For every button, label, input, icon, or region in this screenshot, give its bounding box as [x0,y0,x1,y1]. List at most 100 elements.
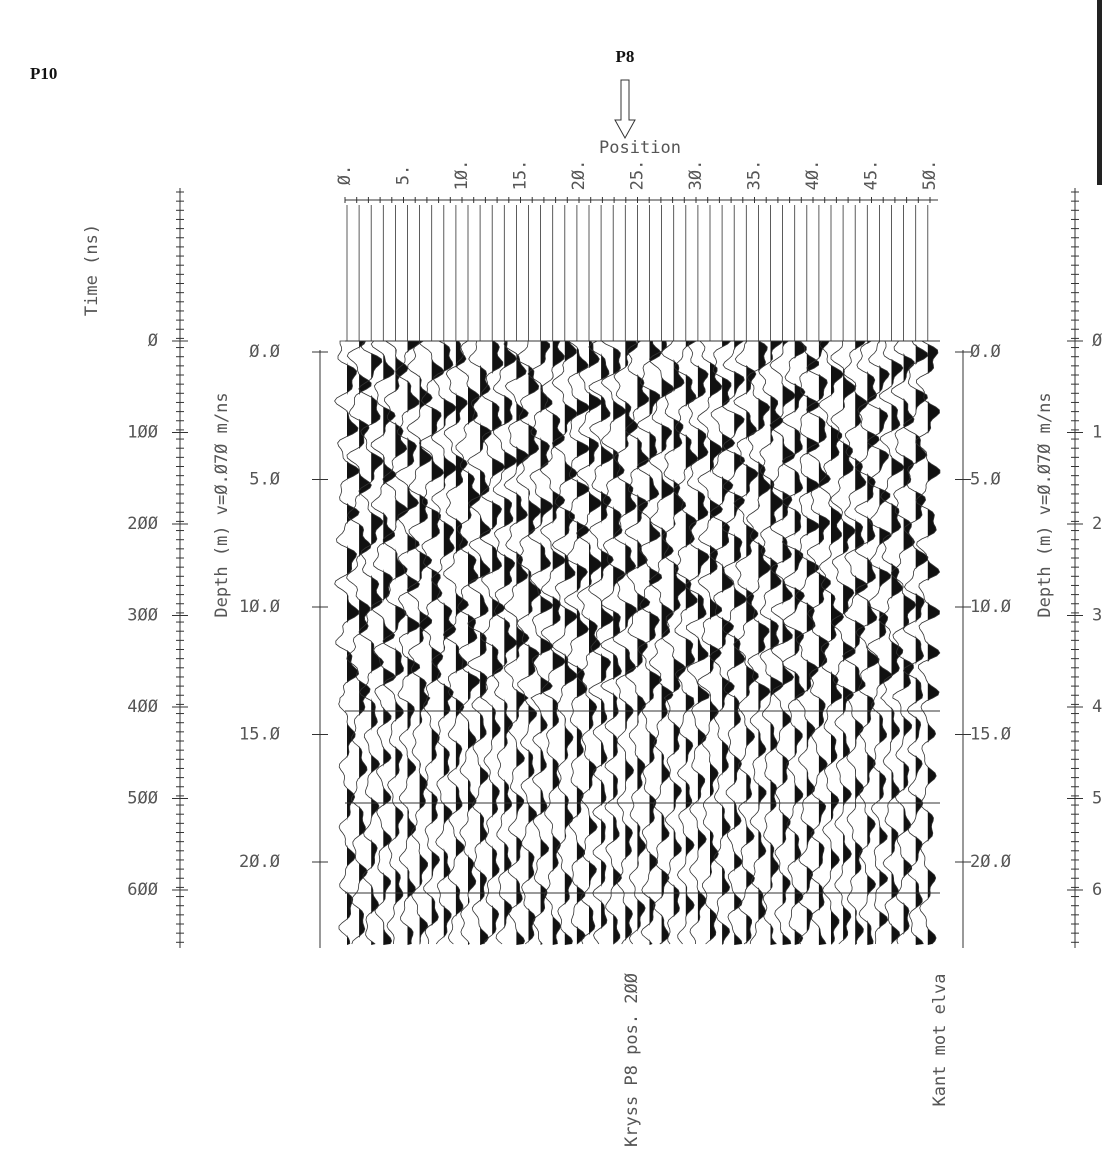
trace [697,205,723,945]
trace-fill [891,341,904,945]
trace [636,205,663,945]
trace-fill [903,341,916,945]
trace [758,205,784,945]
trace [418,205,445,945]
y-tick-label: 5ØØ [127,789,158,809]
y-tick-label: Ø.Ø [970,342,1001,362]
trace-fill [395,341,408,945]
trace [588,205,614,945]
trace-fill [927,341,940,945]
trace [818,205,845,945]
trace [842,205,868,944]
trace [878,205,905,945]
x-tick-label: 5Ø. [920,160,940,191]
trace [915,205,941,945]
trace-fill [879,341,892,945]
y-tick-label: 3ØØ [127,606,158,626]
top-axis-title: Position [599,138,681,158]
x-tick-label: 2Ø. [569,160,589,191]
trace [745,205,771,945]
trace [576,205,603,945]
trace [648,205,675,945]
trace [455,205,481,945]
x-tick-label: 45. [862,160,882,191]
trace [527,205,554,945]
title: P10 [30,64,57,83]
x-tick-label: 3Ø. [686,160,706,191]
trace-fill [564,341,578,945]
y-tick-label: 15.Ø [970,725,1011,745]
trace [781,205,807,945]
trace-fill [625,341,638,945]
trace-fill [589,341,602,945]
trace [479,205,506,945]
trace [709,205,736,945]
x-tick-label: Ø. [335,165,355,185]
trace-fill [407,341,420,945]
trace [721,205,748,945]
trace-fill [867,341,880,945]
trace-fill [915,341,928,945]
trace-fill [455,341,469,945]
y-tick-label: 2Ø.Ø [970,852,1011,872]
trace [430,205,457,945]
y-tick-label: 2Ø.Ø [239,852,280,872]
trace-fill [468,341,481,945]
trace [551,205,578,945]
y-tick-label: 5.Ø [970,470,1001,490]
y-tick-label: 1Ø.Ø [970,597,1011,617]
trace-fill [383,341,396,945]
trace [612,205,639,945]
x-tick-label: 5. [394,165,414,185]
trace-fill [734,341,747,945]
trace-fill [722,341,735,945]
x-tick-label: 15. [511,160,531,191]
y-tick-label: 6 [1092,880,1102,900]
trace-fill [746,341,759,945]
marker-arrow [614,79,636,140]
trace-fill [770,341,783,945]
trace-fill [649,341,662,945]
trace-fill [855,341,868,945]
y-tick-label: 4ØØ [127,697,158,717]
trace-fill [528,341,541,945]
y-tick-label: Ø [148,331,158,351]
y-tick-label: Ø [1092,331,1102,351]
trace-fill [419,341,433,945]
trace [733,205,759,945]
trace-fill [516,341,529,945]
trace-fill [794,341,807,945]
trace-fill [782,341,796,945]
trace [467,205,492,945]
x-tick-label: 35. [745,160,765,191]
trace [890,205,917,945]
trace [346,205,372,945]
trace-fill [359,341,372,945]
y-tick-label: 5 [1092,789,1102,809]
trace [806,205,831,945]
trace [902,205,929,945]
depth-axis-title: Depth (m) v=Ø.Ø7Ø m/ns [212,392,232,617]
marker-label: P8 [616,47,635,66]
trace [854,205,880,945]
trace-fill [601,341,614,945]
trace [600,205,626,945]
trace-fill [806,341,820,945]
trace [672,205,699,945]
trace [539,205,566,945]
y-tick-label: 1ØØ [127,423,158,443]
x-tick-label: 4Ø. [803,160,823,191]
trace-fill [492,341,505,945]
trace [442,205,469,945]
trace [769,205,796,945]
trace-fill [371,341,384,945]
trace [661,205,687,945]
y-tick-label: 2ØØ [127,514,158,534]
y-tick-label: 1Ø.Ø [239,597,280,617]
trace [685,205,710,944]
trace-fill [818,341,831,945]
trace [358,205,384,945]
trace-fill [661,341,674,945]
annotation: Kant mot elva [930,973,950,1106]
